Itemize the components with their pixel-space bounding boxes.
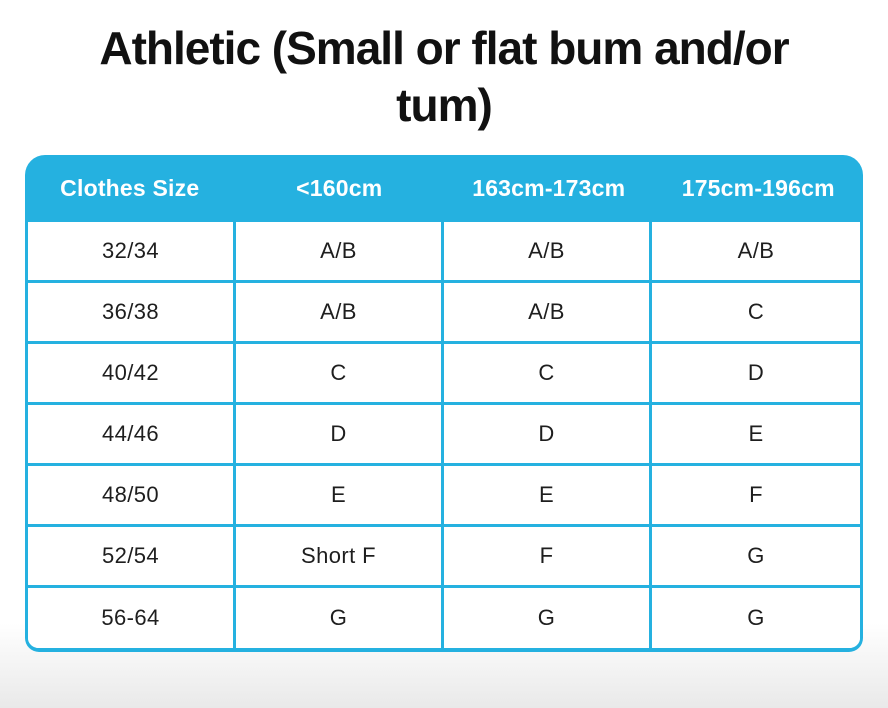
cell-value: D xyxy=(444,405,652,463)
table-body: 32/34 A/B A/B A/B 36/38 A/B A/B C 40/42 … xyxy=(25,222,863,652)
header-cell-clothes-size: Clothes Size xyxy=(60,175,200,201)
table-row-48-50: 48/50 E E F xyxy=(28,466,860,527)
size-chart-table: Clothes Size <160cm 163cm-173cm 175cm-19… xyxy=(25,155,863,652)
table-row-32-34: 32/34 A/B A/B A/B xyxy=(28,222,860,283)
page-title-line1: Athletic (Small or flat bum and/or xyxy=(99,22,789,74)
table-row-56-64: 56-64 G G G xyxy=(28,588,860,648)
cell-value: G xyxy=(236,588,444,648)
cell-value: C xyxy=(444,344,652,402)
header-cell-175-196cm: 175cm-196cm xyxy=(681,175,835,201)
cell-value: E xyxy=(652,405,860,463)
cell-value: D xyxy=(236,405,444,463)
cell-value: C xyxy=(652,283,860,341)
table-row-52-54: 52/54 Short F F G xyxy=(28,527,860,588)
table-row-44-46: 44/46 D D E xyxy=(28,405,860,466)
cell-value: D xyxy=(652,344,860,402)
cell-value: G xyxy=(652,588,860,648)
table-row-40-42: 40/42 C C D xyxy=(28,344,860,405)
page-title: Athletic (Small or flat bum and/or tum) xyxy=(0,20,888,134)
cell-size: 36/38 xyxy=(28,283,236,341)
cell-value: F xyxy=(652,466,860,524)
cell-value: A/B xyxy=(236,222,444,280)
cell-value: G xyxy=(652,527,860,585)
cell-value: A/B xyxy=(652,222,860,280)
cell-value: G xyxy=(444,588,652,648)
cell-size: 48/50 xyxy=(28,466,236,524)
header-cell-163-173cm: 163cm-173cm xyxy=(472,175,626,201)
cell-value: C xyxy=(236,344,444,402)
cell-value: Short F xyxy=(236,527,444,585)
cell-value: A/B xyxy=(444,283,652,341)
cell-value: F xyxy=(444,527,652,585)
cell-size: 32/34 xyxy=(28,222,236,280)
cell-value: E xyxy=(444,466,652,524)
page-title-line2: tum) xyxy=(396,79,493,131)
table-header-row: Clothes Size <160cm 163cm-173cm 175cm-19… xyxy=(25,155,863,222)
cell-size: 40/42 xyxy=(28,344,236,402)
header-cell-under-160cm: <160cm xyxy=(296,175,383,201)
cell-value: E xyxy=(236,466,444,524)
cell-size: 52/54 xyxy=(28,527,236,585)
cell-value: A/B xyxy=(236,283,444,341)
cell-size: 44/46 xyxy=(28,405,236,463)
cell-value: A/B xyxy=(444,222,652,280)
cell-size: 56-64 xyxy=(28,588,236,648)
table-row-36-38: 36/38 A/B A/B C xyxy=(28,283,860,344)
